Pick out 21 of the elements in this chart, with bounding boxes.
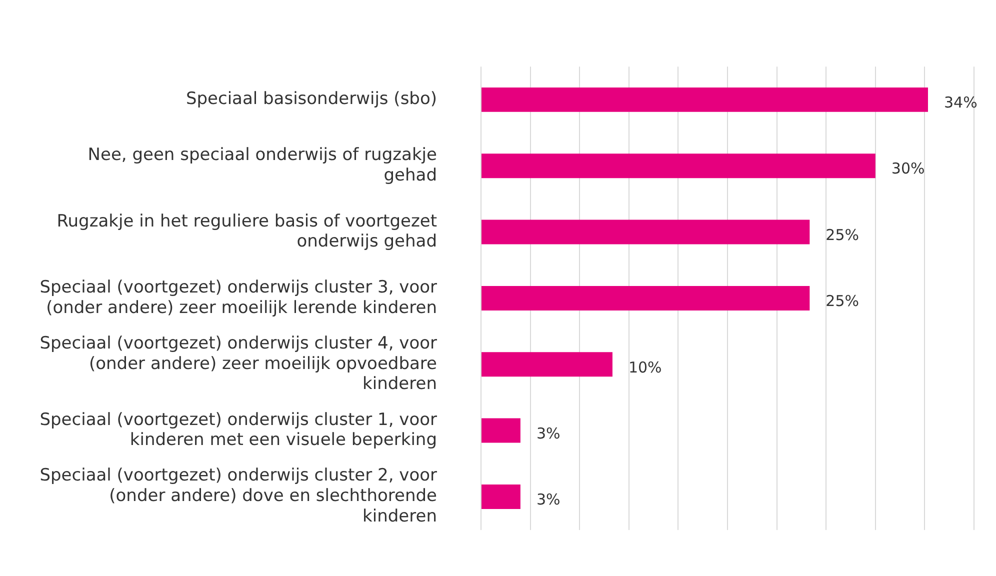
- data-label: 30%: [891, 160, 925, 178]
- bar: [482, 352, 612, 377]
- data-label: 34%: [944, 94, 978, 112]
- data-label: 3%: [536, 490, 560, 509]
- y-tick-label: Speciaal basisonderwijs (sbo): [186, 89, 437, 110]
- y-tick-label: Rugzakje in het reguliere basis of voortgezet onderwijs gehad: [56, 211, 438, 252]
- y-tick-label: Speciaal (voortgezet) onderwijs cluster 4, voor (onder andere) zeer moeilijk opvoedbare kinderen: [40, 333, 438, 394]
- bar: [482, 484, 520, 509]
- y-tick-label: Nee, geen speciaal onderwijs of rugzakje gehad: [88, 145, 437, 186]
- y-tick-label: Speciaal (voortgezet) onderwijs cluster 2, voor (onder andere) dove en slechthorende kinderen: [40, 466, 438, 527]
- bar: [482, 87, 928, 112]
- bar: [482, 220, 810, 244]
- y-tick-label: Speciaal (voortgezet) onderwijs cluster 1, voor kinderen met een visuele beperking: [40, 410, 438, 450]
- bar: [482, 154, 876, 178]
- bar: [482, 418, 520, 443]
- bar: [482, 286, 810, 310]
- data-label: 10%: [628, 358, 662, 376]
- data-label: 25%: [826, 226, 860, 244]
- data-label: 3%: [536, 424, 560, 442]
- data-label: 25%: [826, 292, 860, 310]
- y-tick-label: Speciaal (voortgezet) onderwijs cluster 3, voor (onder andere) zeer moeilijk lerende kinderen: [40, 277, 438, 318]
